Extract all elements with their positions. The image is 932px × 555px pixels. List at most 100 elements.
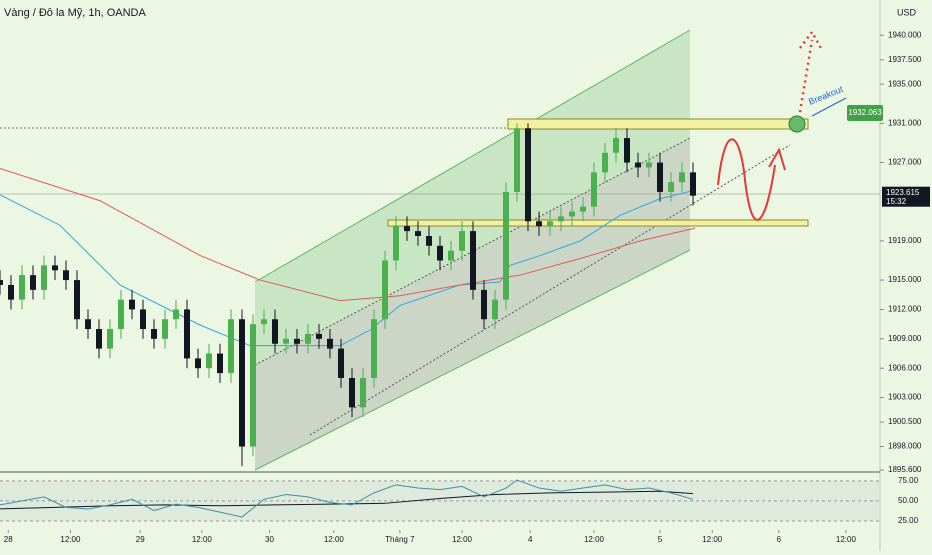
candle-body: [30, 275, 36, 290]
breakout-point: [788, 115, 806, 133]
candle-body: [624, 138, 630, 163]
candle-body: [272, 319, 278, 344]
candle-body: [514, 128, 520, 192]
last-price-box: [882, 186, 930, 207]
x-tick-label: 12:00: [836, 535, 857, 544]
candle-body: [668, 182, 674, 192]
candle-body: [283, 338, 289, 344]
candle-body: [635, 162, 641, 168]
candle-body: [162, 319, 168, 339]
candle-body: [85, 319, 91, 330]
countdown: 15:32: [886, 197, 907, 206]
candle-body: [217, 353, 223, 374]
candle-body: [107, 329, 113, 349]
candle-body: [690, 172, 696, 196]
target-label: 1932.063: [848, 108, 882, 117]
y-tick-label: 1937.500: [888, 55, 922, 64]
channel-line: [254, 249, 691, 471]
x-tick-label: Tháng 7: [385, 535, 415, 544]
trend-line: [309, 144, 791, 436]
candle-body: [151, 329, 157, 339]
candle-body: [371, 319, 377, 378]
candle-body: [338, 348, 344, 378]
candle-body: [558, 216, 564, 222]
candle-body: [481, 289, 487, 320]
candle-body: [349, 377, 355, 408]
last-price: 1923.615: [886, 188, 920, 197]
x-tick-label: 6: [777, 535, 782, 544]
x-tick-label: 29: [136, 535, 145, 544]
candle-body: [448, 250, 454, 261]
channel-upper: [255, 30, 690, 365]
x-tick-label: 30: [265, 535, 274, 544]
candle-body: [679, 172, 685, 183]
currency: USD: [897, 7, 917, 17]
y-tick-label: 1935.000: [888, 79, 922, 88]
x-tick-label: 12:00: [452, 535, 473, 544]
candle-body: [140, 309, 146, 330]
candle-body: [261, 319, 267, 325]
candle-body: [206, 353, 212, 369]
candle-body: [41, 265, 47, 290]
candle-body: [173, 309, 179, 320]
y-tick-label: 1898.000: [888, 442, 922, 451]
candle-body: [74, 280, 80, 320]
candle-body: [129, 299, 135, 310]
candle-body: [536, 221, 542, 227]
target-box: [847, 104, 883, 121]
candle-body: [250, 324, 256, 447]
candle-body: [8, 284, 14, 300]
candle-body: [602, 152, 608, 173]
candle-body: [63, 270, 69, 281]
candle-body: [382, 260, 388, 320]
candle-body: [118, 299, 124, 330]
candle-body: [525, 128, 531, 222]
annotation: Breakout: [807, 84, 845, 107]
candle-body: [184, 309, 190, 359]
candle-body: [569, 211, 575, 217]
y-tick-label: 1900.500: [888, 417, 922, 426]
candle-body: [503, 191, 509, 300]
x-tick-label: 12:00: [60, 535, 81, 544]
arrow-head: [799, 29, 824, 51]
candle-body: [393, 226, 399, 261]
y-tick-label: 1909.000: [888, 334, 922, 343]
candle-body: [360, 377, 366, 408]
y-tick-label: 1927.000: [888, 158, 922, 167]
candle-body: [613, 138, 619, 153]
candle-body: [426, 236, 432, 246]
y-tick-label: 1940.000: [888, 30, 922, 39]
y-tick-label: 50.00: [898, 496, 919, 505]
candle-body: [96, 329, 102, 349]
plot: [0, 123, 696, 467]
x-tick-label: 28: [4, 535, 13, 544]
x-tick-label: 4: [528, 535, 533, 544]
candle-body: [437, 245, 443, 261]
x-tick-label: 12:00: [702, 535, 723, 544]
candle-body: [459, 231, 465, 251]
candle-body: [316, 333, 322, 339]
annotation-pointer: [811, 97, 847, 117]
y-tick-label: 1915.000: [888, 275, 922, 284]
projection-arrow: [717, 138, 776, 221]
candle-body: [19, 275, 25, 300]
candle-body: [547, 221, 553, 227]
x-tick-label: 12:00: [324, 535, 345, 544]
candle-body: [415, 231, 421, 236]
candle-body: [228, 319, 234, 374]
candle-body: [305, 333, 311, 344]
breakout-arrow: [798, 39, 814, 113]
indicator-line: [0, 490, 694, 510]
indicator-line: [0, 479, 694, 518]
y-tick-label: 1906.000: [888, 363, 922, 372]
x-tick-label: 12:00: [192, 535, 213, 544]
candle-body: [0, 280, 3, 285]
y-tick-label: 1919.000: [888, 236, 922, 245]
chart-title: Vàng / Đô la Mỹ, 1h, OANDA: [4, 7, 146, 19]
support-zone: [387, 219, 809, 227]
candle-body: [657, 162, 663, 192]
resistance-zone: [507, 118, 809, 130]
y-tick-label: 1895.600: [888, 465, 922, 474]
